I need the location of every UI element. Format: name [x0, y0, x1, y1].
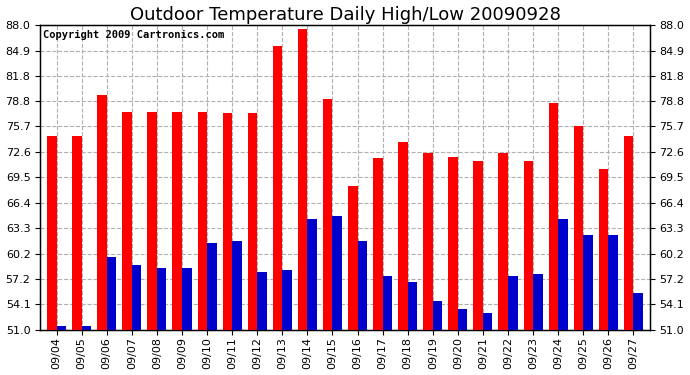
- Bar: [248, 113, 257, 375]
- Bar: [583, 235, 593, 375]
- Bar: [398, 142, 408, 375]
- Bar: [282, 270, 292, 375]
- Bar: [323, 99, 333, 375]
- Bar: [458, 309, 467, 375]
- Bar: [97, 95, 107, 375]
- Bar: [624, 136, 633, 375]
- Bar: [81, 326, 91, 375]
- Bar: [207, 243, 217, 375]
- Bar: [148, 111, 157, 375]
- Bar: [498, 153, 508, 375]
- Bar: [448, 157, 458, 375]
- Bar: [307, 219, 317, 375]
- Bar: [47, 136, 57, 375]
- Bar: [383, 276, 392, 375]
- Bar: [483, 313, 493, 375]
- Bar: [232, 241, 241, 375]
- Bar: [182, 268, 192, 375]
- Bar: [107, 257, 117, 375]
- Bar: [257, 272, 267, 375]
- Bar: [172, 111, 182, 375]
- Bar: [357, 241, 367, 375]
- Bar: [609, 235, 618, 375]
- Text: Copyright 2009 Cartronics.com: Copyright 2009 Cartronics.com: [43, 30, 224, 40]
- Bar: [273, 46, 282, 375]
- Bar: [132, 266, 141, 375]
- Bar: [573, 126, 583, 375]
- Bar: [633, 292, 643, 375]
- Bar: [72, 136, 81, 375]
- Title: Outdoor Temperature Daily High/Low 20090928: Outdoor Temperature Daily High/Low 20090…: [130, 6, 560, 24]
- Bar: [423, 153, 433, 375]
- Bar: [473, 161, 483, 375]
- Bar: [549, 103, 558, 375]
- Bar: [533, 274, 542, 375]
- Bar: [157, 268, 166, 375]
- Bar: [57, 326, 66, 375]
- Bar: [122, 111, 132, 375]
- Bar: [599, 169, 609, 375]
- Bar: [333, 216, 342, 375]
- Bar: [433, 301, 442, 375]
- Bar: [558, 219, 568, 375]
- Bar: [508, 276, 518, 375]
- Bar: [408, 282, 417, 375]
- Bar: [197, 111, 207, 375]
- Bar: [524, 161, 533, 375]
- Bar: [348, 186, 357, 375]
- Bar: [373, 159, 383, 375]
- Bar: [223, 113, 232, 375]
- Bar: [298, 29, 307, 375]
